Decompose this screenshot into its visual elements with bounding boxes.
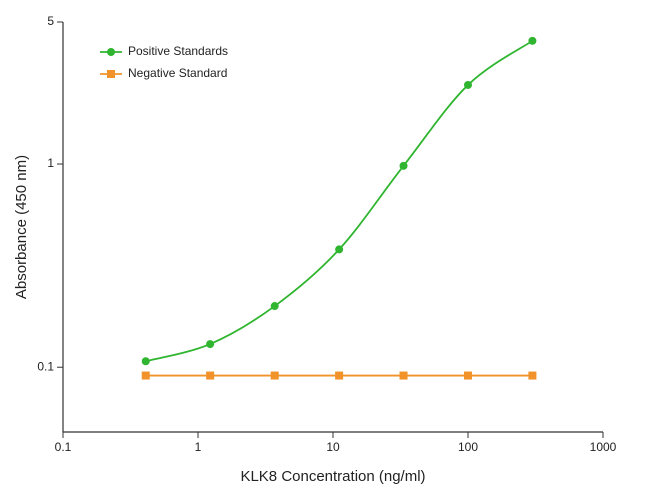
data-point (528, 36, 537, 45)
y-tick-label: 0.1 (37, 359, 54, 373)
data-point (206, 371, 215, 380)
y-tick-label: 1 (47, 156, 54, 170)
x-tick-label: 1000 (590, 440, 617, 454)
series-line (145, 40, 533, 363)
data-point (399, 161, 408, 170)
data-point (270, 302, 279, 311)
data-point (206, 340, 215, 349)
x-axis-label: KLK8 Concentration (ng/ml) (240, 468, 425, 485)
data-point (335, 245, 344, 254)
data-point (335, 371, 344, 380)
legend-label: Negative Standard (128, 66, 227, 80)
y-axis-label: Absorbance (450 nm) (13, 155, 30, 299)
data-point (464, 80, 472, 89)
data-point (464, 371, 472, 380)
legend-marker (107, 70, 115, 78)
legend-marker (107, 48, 115, 56)
y-tick-label: 5 (47, 14, 54, 28)
data-point (270, 371, 279, 380)
data-point (141, 371, 150, 380)
data-point (528, 371, 537, 380)
x-tick-label: 1 (195, 440, 202, 454)
x-tick-label: 10 (326, 440, 340, 454)
data-point (141, 357, 150, 366)
x-tick-label: 0.1 (55, 440, 72, 454)
data-point (399, 371, 408, 380)
legend-label: Positive Standards (128, 44, 228, 58)
x-tick-label: 100 (458, 440, 478, 454)
